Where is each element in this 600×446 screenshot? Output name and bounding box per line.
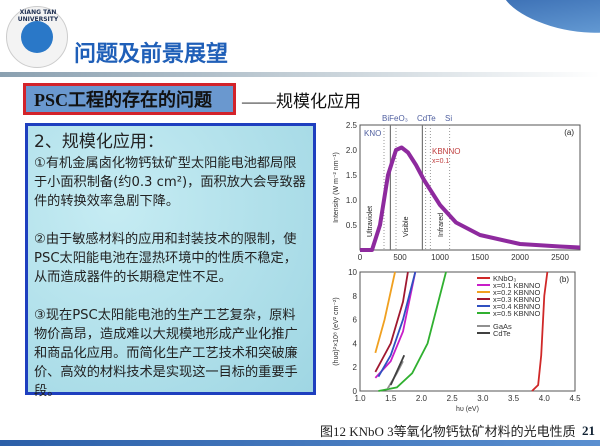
- x-tick-label: 4.0: [539, 394, 551, 403]
- region-ultraviolet: Ultraviolet: [367, 206, 374, 237]
- x-tick-label: 2.5: [447, 394, 459, 403]
- figure-caption: 图12 KNbO 3等氧化物钙钛矿材料的光电性质: [320, 424, 576, 439]
- series-line: [531, 271, 549, 392]
- header-divider: [0, 72, 600, 77]
- label-si: Si: [445, 114, 452, 123]
- y-axis-label: (hυα)²×10⁸ (eV² cm⁻²): [333, 297, 340, 365]
- legend-label: KNbO₃: [493, 274, 516, 283]
- section-tag: PSC工程的存在的问题: [23, 83, 236, 115]
- y-tick-label: 10: [348, 268, 357, 277]
- legend-label: x=0.1 KBNNO: [493, 281, 540, 290]
- legend-label: x=0.2 KBNNO: [493, 288, 540, 297]
- spectrum-curve: [360, 145, 581, 252]
- series-line: [378, 271, 447, 392]
- y-tick-label: 1.0: [346, 196, 358, 205]
- y-tick-label: 4: [353, 339, 358, 348]
- y-tick-label: 2: [353, 363, 358, 372]
- x-tick-label: 1.0: [354, 394, 366, 403]
- y-tick-label: 0.5: [346, 221, 358, 230]
- label-kno: KNO: [364, 129, 381, 138]
- y-tick-label: 8: [353, 292, 358, 301]
- series-line: [374, 271, 396, 354]
- x-tick-label: 3.5: [508, 394, 520, 403]
- legend-label: CdTe: [493, 329, 511, 338]
- logo-text: XIANG TAN UNIVERSITY: [17, 9, 59, 23]
- legend-label: x=0.3 KBNNO: [493, 295, 540, 304]
- label-kbnno: KBNNO: [432, 147, 460, 156]
- x-tick-label: 500: [393, 253, 407, 262]
- x-axis-label: hυ (eV): [456, 406, 479, 413]
- legend-label: x=0.4 KBNNO: [493, 302, 540, 311]
- legend-label: x=0.5 KBNNO: [493, 309, 540, 318]
- region-infrared: Infrared: [438, 213, 445, 237]
- x-tick-label: 2000: [511, 253, 529, 262]
- x-tick-label: 1000: [431, 253, 449, 262]
- series-line: [389, 354, 406, 386]
- footer-bar: [0, 440, 600, 446]
- content-heading: 2、规模化应用：: [34, 132, 164, 152]
- y-axis-label: Intensity (W m⁻² nm⁻¹): [333, 152, 340, 223]
- x-tick-label: 0: [358, 253, 363, 262]
- panel-label: (a): [564, 128, 574, 137]
- y-tick-label: 1.5: [346, 171, 358, 180]
- page-number: 21: [582, 423, 595, 438]
- x-tick-label: 2.0: [416, 394, 428, 403]
- paragraph-3: ③现在PSC太阳能电池的生产工艺复杂，原料物价高昂，造成难以大规模地形成产业化推…: [34, 308, 298, 399]
- content-box: 2、规模化应用： ①有机金属卤化物钙钛矿型太阳能电池都局限于小面积制备(约0.3…: [25, 123, 316, 399]
- plot-frame: [359, 124, 581, 251]
- decorative-swoosh: [495, 0, 600, 44]
- label-cdte: CdTe: [417, 114, 436, 123]
- x-tick-label: 2500: [551, 253, 569, 262]
- legend-label: GaAs: [493, 322, 512, 331]
- y-tick-label: 2.0: [346, 146, 358, 155]
- slide-title: 问题及前景展望: [74, 42, 229, 67]
- paragraph-2: ②由于敏感材料的应用和封装技术的限制，使PSC太阳能电池在湿热环境中的性质不稳定…: [34, 232, 297, 285]
- figure: 0 500 1000 1500 2000 2500 0.5 1.0 1.5 2.0 2.5 Inten…: [333, 114, 581, 413]
- section-subtitle: ——规模化应用: [242, 92, 361, 111]
- x-tick-label: 1500: [471, 253, 489, 262]
- y-tick-label: 0: [353, 387, 358, 396]
- plot-frame: [359, 271, 576, 392]
- x-tick-label: 3.0: [477, 394, 489, 403]
- label-bifeo3: BiFeO₃: [382, 114, 408, 123]
- y-tick-label: 2.5: [346, 121, 358, 130]
- y-tick-label: 6: [353, 316, 358, 325]
- paragraph-1: ①有机金属卤化物钙钛矿型太阳能电池都局限于小面积制备(约0.3 cm²)，面积放…: [34, 156, 306, 209]
- university-logo: XIANG TAN UNIVERSITY: [6, 6, 68, 68]
- x-tick-label: 1.5: [385, 394, 397, 403]
- series-line: [377, 271, 417, 378]
- series-line: [374, 271, 409, 373]
- panel-label: (b): [559, 275, 569, 284]
- region-visible: Visible: [403, 216, 410, 237]
- x-tick-label: 4.5: [569, 394, 581, 403]
- label-kbnno-x: x=0.1: [432, 158, 449, 165]
